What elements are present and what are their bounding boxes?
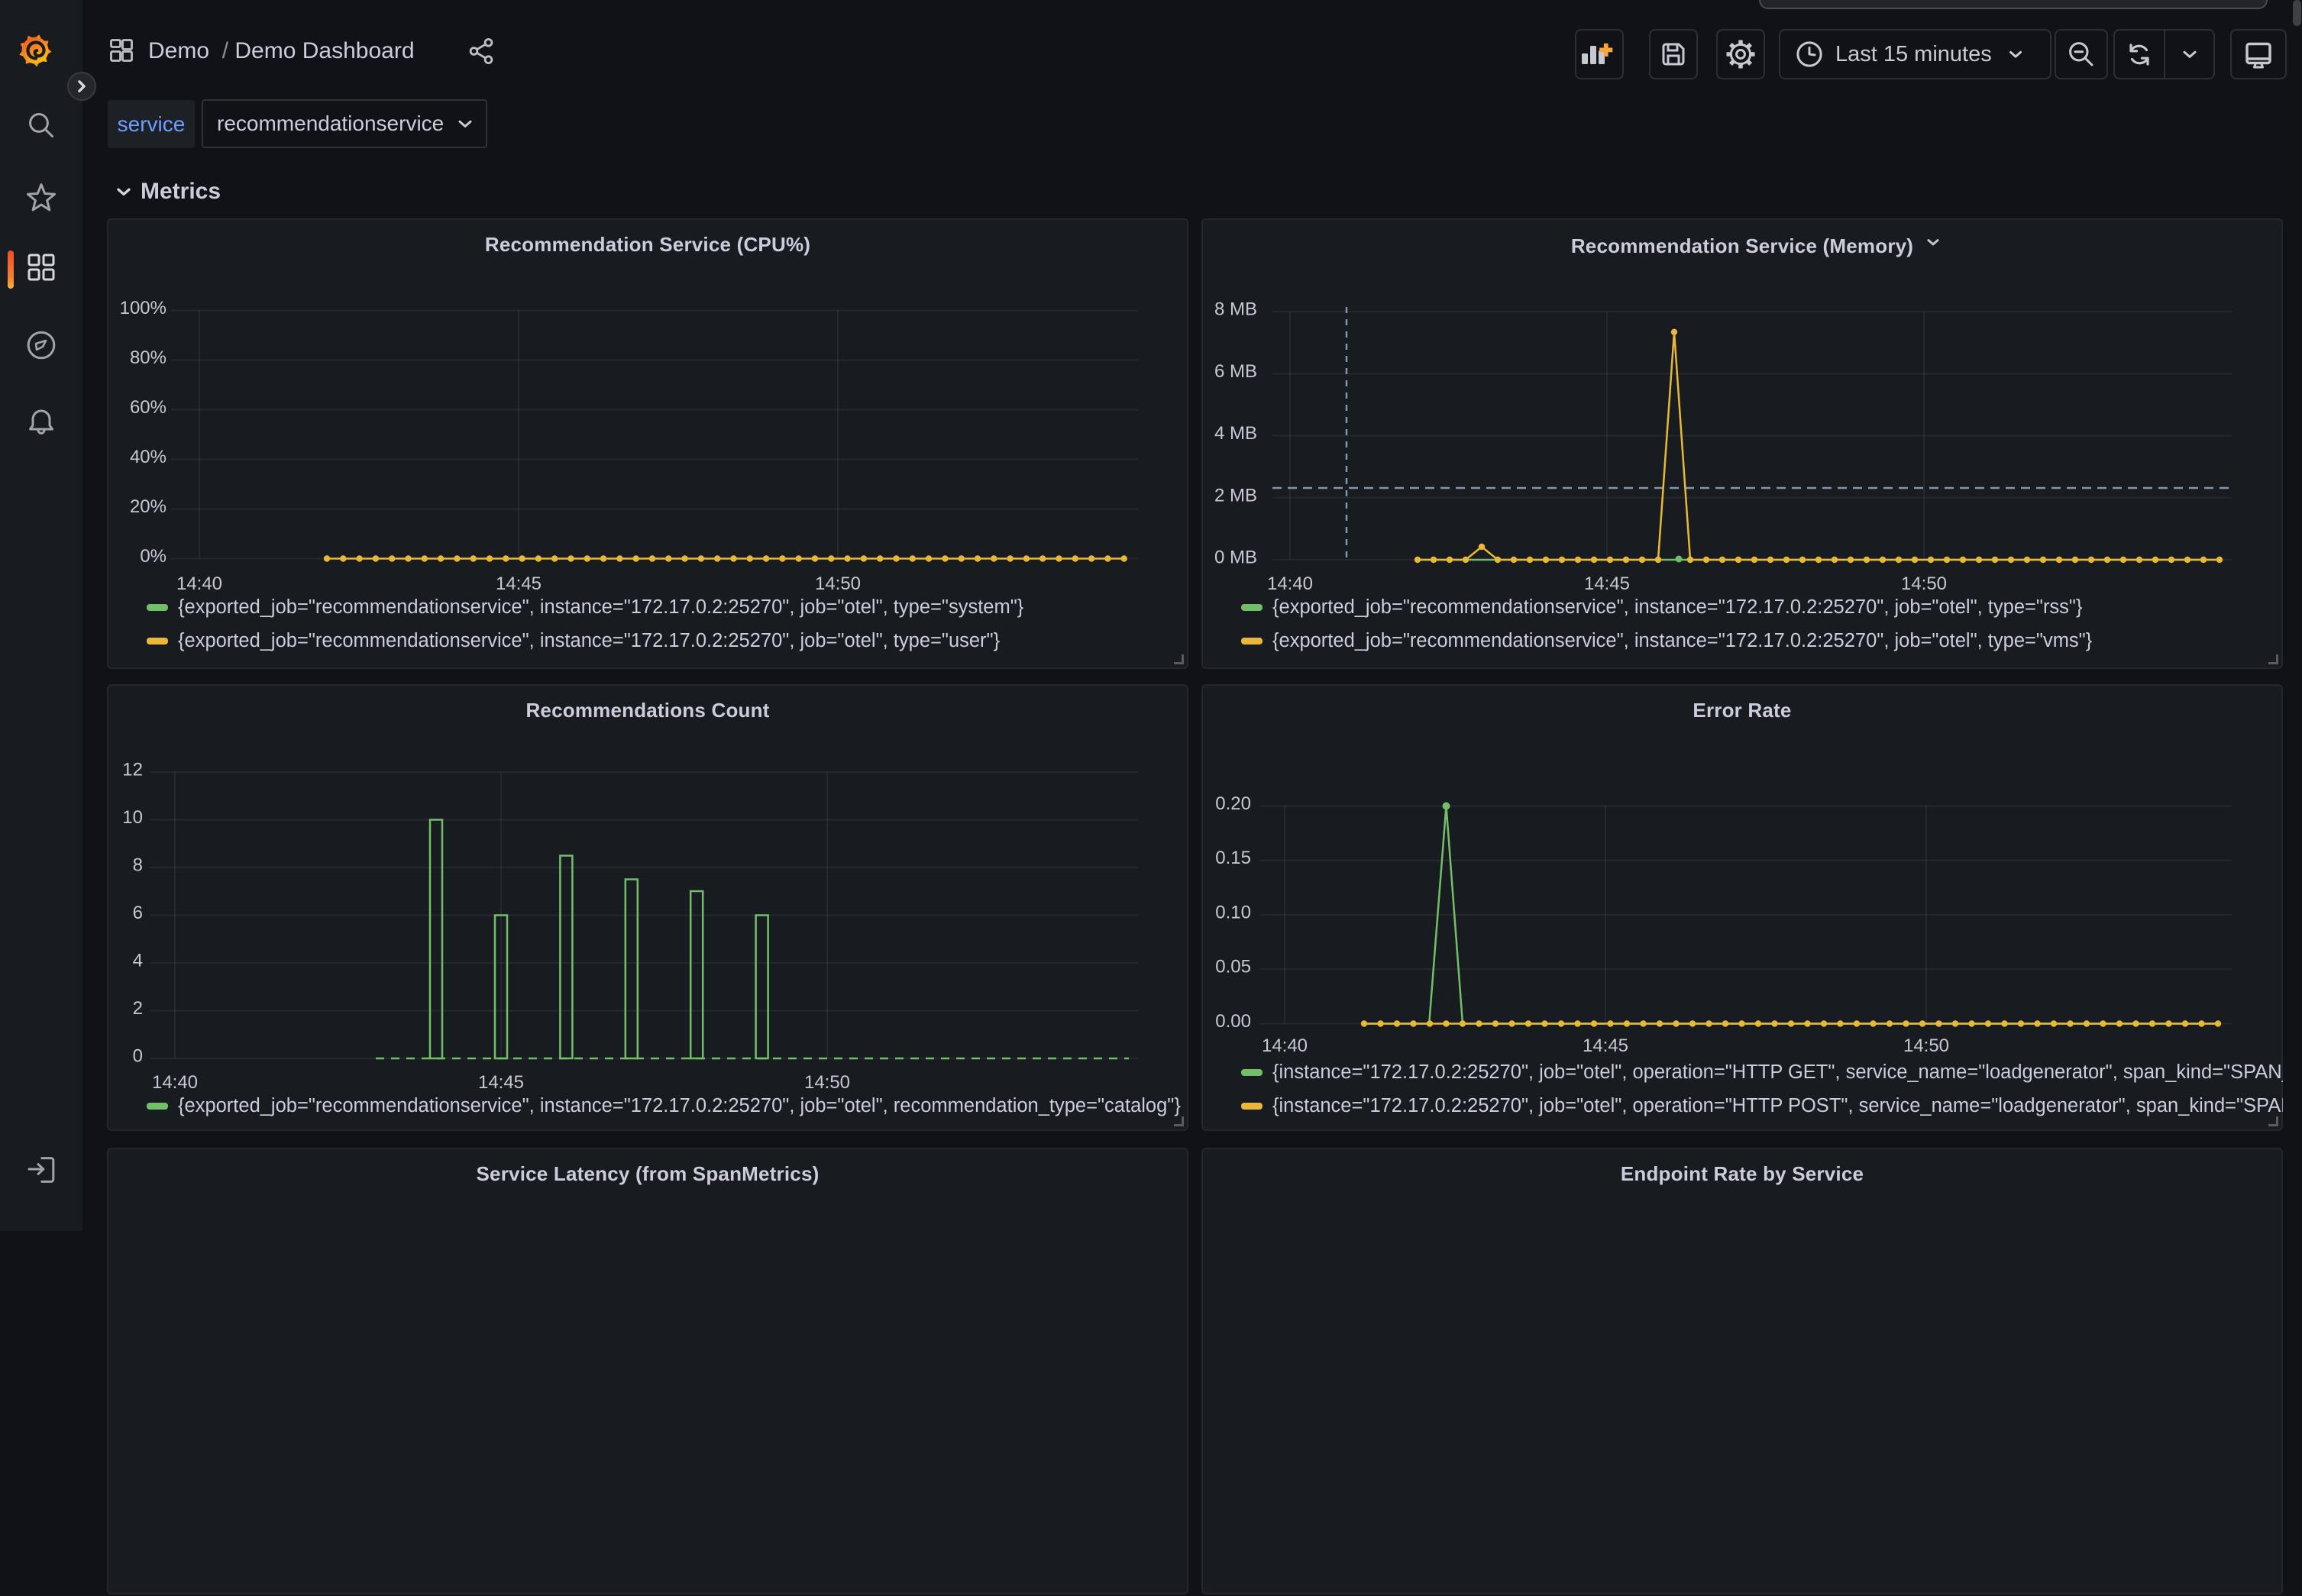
svg-text:40%: 40% — [130, 447, 167, 467]
svg-text:0.15: 0.15 — [1215, 848, 1251, 868]
svg-text:6: 6 — [133, 903, 143, 923]
svg-text:14:45: 14:45 — [496, 573, 542, 594]
svg-text:2: 2 — [133, 998, 143, 1019]
svg-text:0.00: 0.00 — [1215, 1011, 1251, 1032]
svg-text:0: 0 — [133, 1046, 143, 1067]
svg-text:14:50: 14:50 — [1901, 573, 1947, 594]
svg-text:14:50: 14:50 — [1903, 1035, 1949, 1056]
svg-text:8: 8 — [133, 855, 143, 876]
svg-text:14:40: 14:40 — [152, 1072, 198, 1093]
svg-text:4 MB: 4 MB — [1214, 423, 1257, 444]
svg-text:14:45: 14:45 — [1584, 573, 1630, 594]
svg-text:0 MB: 0 MB — [1214, 548, 1257, 568]
svg-text:80%: 80% — [130, 347, 167, 368]
svg-text:0.05: 0.05 — [1215, 957, 1251, 977]
svg-text:14:50: 14:50 — [804, 1072, 850, 1093]
svg-text:14:40: 14:40 — [1267, 573, 1313, 594]
svg-text:0.20: 0.20 — [1215, 793, 1251, 814]
svg-text:10: 10 — [122, 807, 143, 828]
svg-text:60%: 60% — [130, 397, 167, 418]
svg-text:0%: 0% — [140, 546, 167, 567]
svg-text:14:45: 14:45 — [1583, 1035, 1628, 1056]
svg-text:0.10: 0.10 — [1215, 902, 1251, 922]
svg-text:2 MB: 2 MB — [1214, 485, 1257, 506]
svg-text:20%: 20% — [130, 496, 167, 517]
svg-text:14:40: 14:40 — [176, 573, 222, 594]
svg-text:6 MB: 6 MB — [1214, 361, 1257, 382]
svg-text:8 MB: 8 MB — [1214, 299, 1257, 320]
svg-text:12: 12 — [122, 760, 143, 780]
svg-text:100%: 100% — [120, 298, 167, 318]
svg-text:14:40: 14:40 — [1262, 1035, 1308, 1056]
svg-text:14:50: 14:50 — [815, 573, 861, 594]
svg-text:14:45: 14:45 — [478, 1072, 524, 1093]
svg-text:4: 4 — [133, 951, 143, 971]
